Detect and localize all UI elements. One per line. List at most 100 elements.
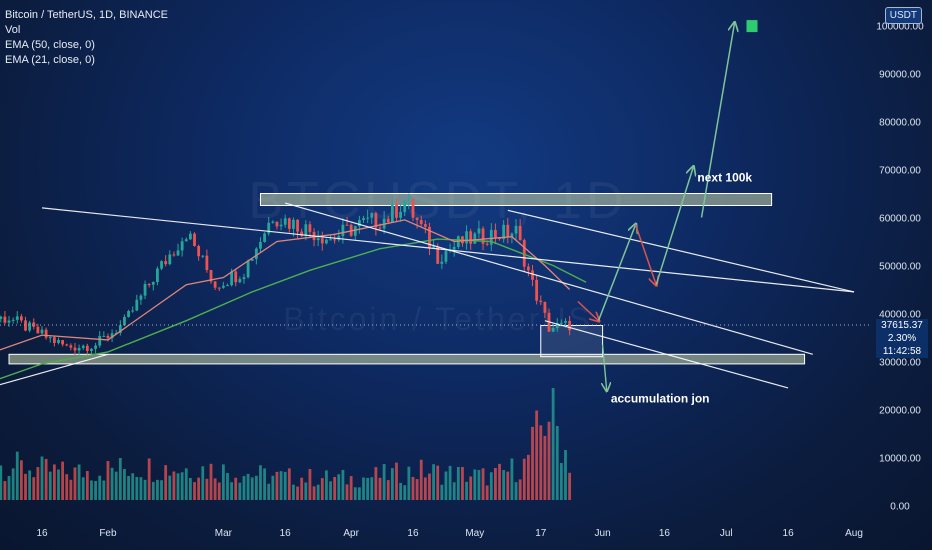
x-tick-label: 16 (659, 528, 671, 539)
volume-bar (456, 466, 460, 500)
candle-body (259, 241, 262, 249)
candle-body (370, 213, 374, 218)
volume-bar (506, 471, 510, 500)
candle-body (428, 226, 431, 248)
legend-title[interactable]: Bitcoin / TetherUS, 1D, BINANCE (5, 9, 169, 21)
volume-bar (32, 477, 36, 500)
volume-bar (444, 471, 448, 500)
candle-body (81, 345, 85, 348)
volume-bar (90, 480, 93, 500)
candle-body (205, 255, 209, 271)
x-tick-label: 17 (535, 528, 547, 539)
candle-body (378, 227, 382, 229)
candle-body (263, 233, 266, 242)
volume-bar (432, 464, 435, 500)
candle-body (213, 281, 217, 288)
candle-body (156, 268, 159, 283)
volume-bar (357, 487, 361, 500)
volume-bar (382, 464, 386, 500)
candle-body (465, 231, 468, 244)
x-tick-label: 16 (783, 528, 795, 539)
y-tick-label: 0.00 (890, 502, 910, 513)
candle-body (184, 239, 188, 242)
candle-body (440, 261, 444, 264)
volume-bar (345, 484, 349, 500)
candle-body (193, 233, 196, 247)
candle-body (139, 295, 143, 300)
volume-bar (333, 476, 337, 500)
candle-body (151, 282, 155, 285)
candle-body (275, 221, 279, 227)
candle-body (287, 218, 291, 229)
resistance-zone (259, 193, 773, 206)
candle-body (118, 325, 122, 333)
volume-bar (539, 425, 543, 500)
candle-body (535, 279, 539, 301)
projection-leg (597, 225, 635, 321)
volume-bar (246, 473, 250, 500)
volume-bar (555, 425, 559, 500)
volume-bar (81, 477, 85, 500)
volume-bar (477, 469, 481, 500)
candle-body (234, 271, 238, 283)
candle-body (267, 222, 271, 234)
candle-body (551, 328, 555, 332)
legend-ema21[interactable]: EMA (21, close, 0) (5, 54, 95, 66)
legend-vol[interactable]: Vol (5, 24, 21, 36)
candle-body (300, 231, 304, 236)
y-tick-label: 100000.00 (876, 22, 924, 33)
volume-bar (188, 477, 192, 500)
channel-line (507, 209, 855, 293)
channel-line (544, 320, 789, 389)
candle-body (98, 336, 102, 346)
candle-body (250, 259, 254, 261)
volume-bar (481, 468, 485, 500)
candle-body (0, 316, 3, 319)
candle-body (374, 213, 378, 228)
candle-body (69, 345, 73, 348)
volume-bar (197, 477, 201, 500)
channel-line (285, 202, 813, 355)
currency-button[interactable]: USDT (884, 7, 922, 24)
legend-ema50[interactable]: EMA (50, close, 0) (5, 39, 95, 51)
candle-body (90, 348, 93, 351)
volume-bar (61, 461, 65, 500)
annotation-target: next 100k (697, 171, 752, 185)
volume-bar (123, 469, 126, 500)
candle-body (3, 316, 7, 323)
volume-bar (106, 461, 110, 500)
volume-bar (0, 465, 3, 500)
candle-body (61, 340, 65, 345)
volume-bar (390, 468, 394, 500)
volume-bar (114, 471, 118, 500)
candle-body (180, 241, 184, 251)
annotation-accumulation: accumulation jon (611, 391, 710, 405)
candle-body (296, 219, 299, 232)
x-tick-label: 16 (407, 528, 419, 539)
volume-bar (329, 481, 332, 500)
candle-body (411, 199, 415, 218)
candle-body (217, 287, 221, 289)
candle-body (543, 302, 547, 313)
volume-bar (271, 475, 275, 500)
volume-bar (94, 480, 97, 500)
volume-bar (3, 481, 7, 500)
candle-body (506, 224, 510, 238)
volume-bar (164, 465, 168, 500)
volume-bar (312, 486, 316, 500)
candle-body (7, 320, 11, 323)
volume-bar (143, 479, 147, 500)
candle-body (32, 322, 36, 327)
volume-bar (510, 458, 514, 500)
candle-body (390, 204, 394, 223)
volume-bar (452, 482, 456, 500)
volume-bar (168, 475, 172, 500)
y-tick-label: 70000.00 (879, 166, 921, 177)
volume-bar (485, 485, 489, 500)
volume-bar (526, 454, 530, 500)
volume-bar (77, 464, 81, 500)
candle-body (164, 261, 168, 265)
volume-bar (296, 486, 299, 500)
